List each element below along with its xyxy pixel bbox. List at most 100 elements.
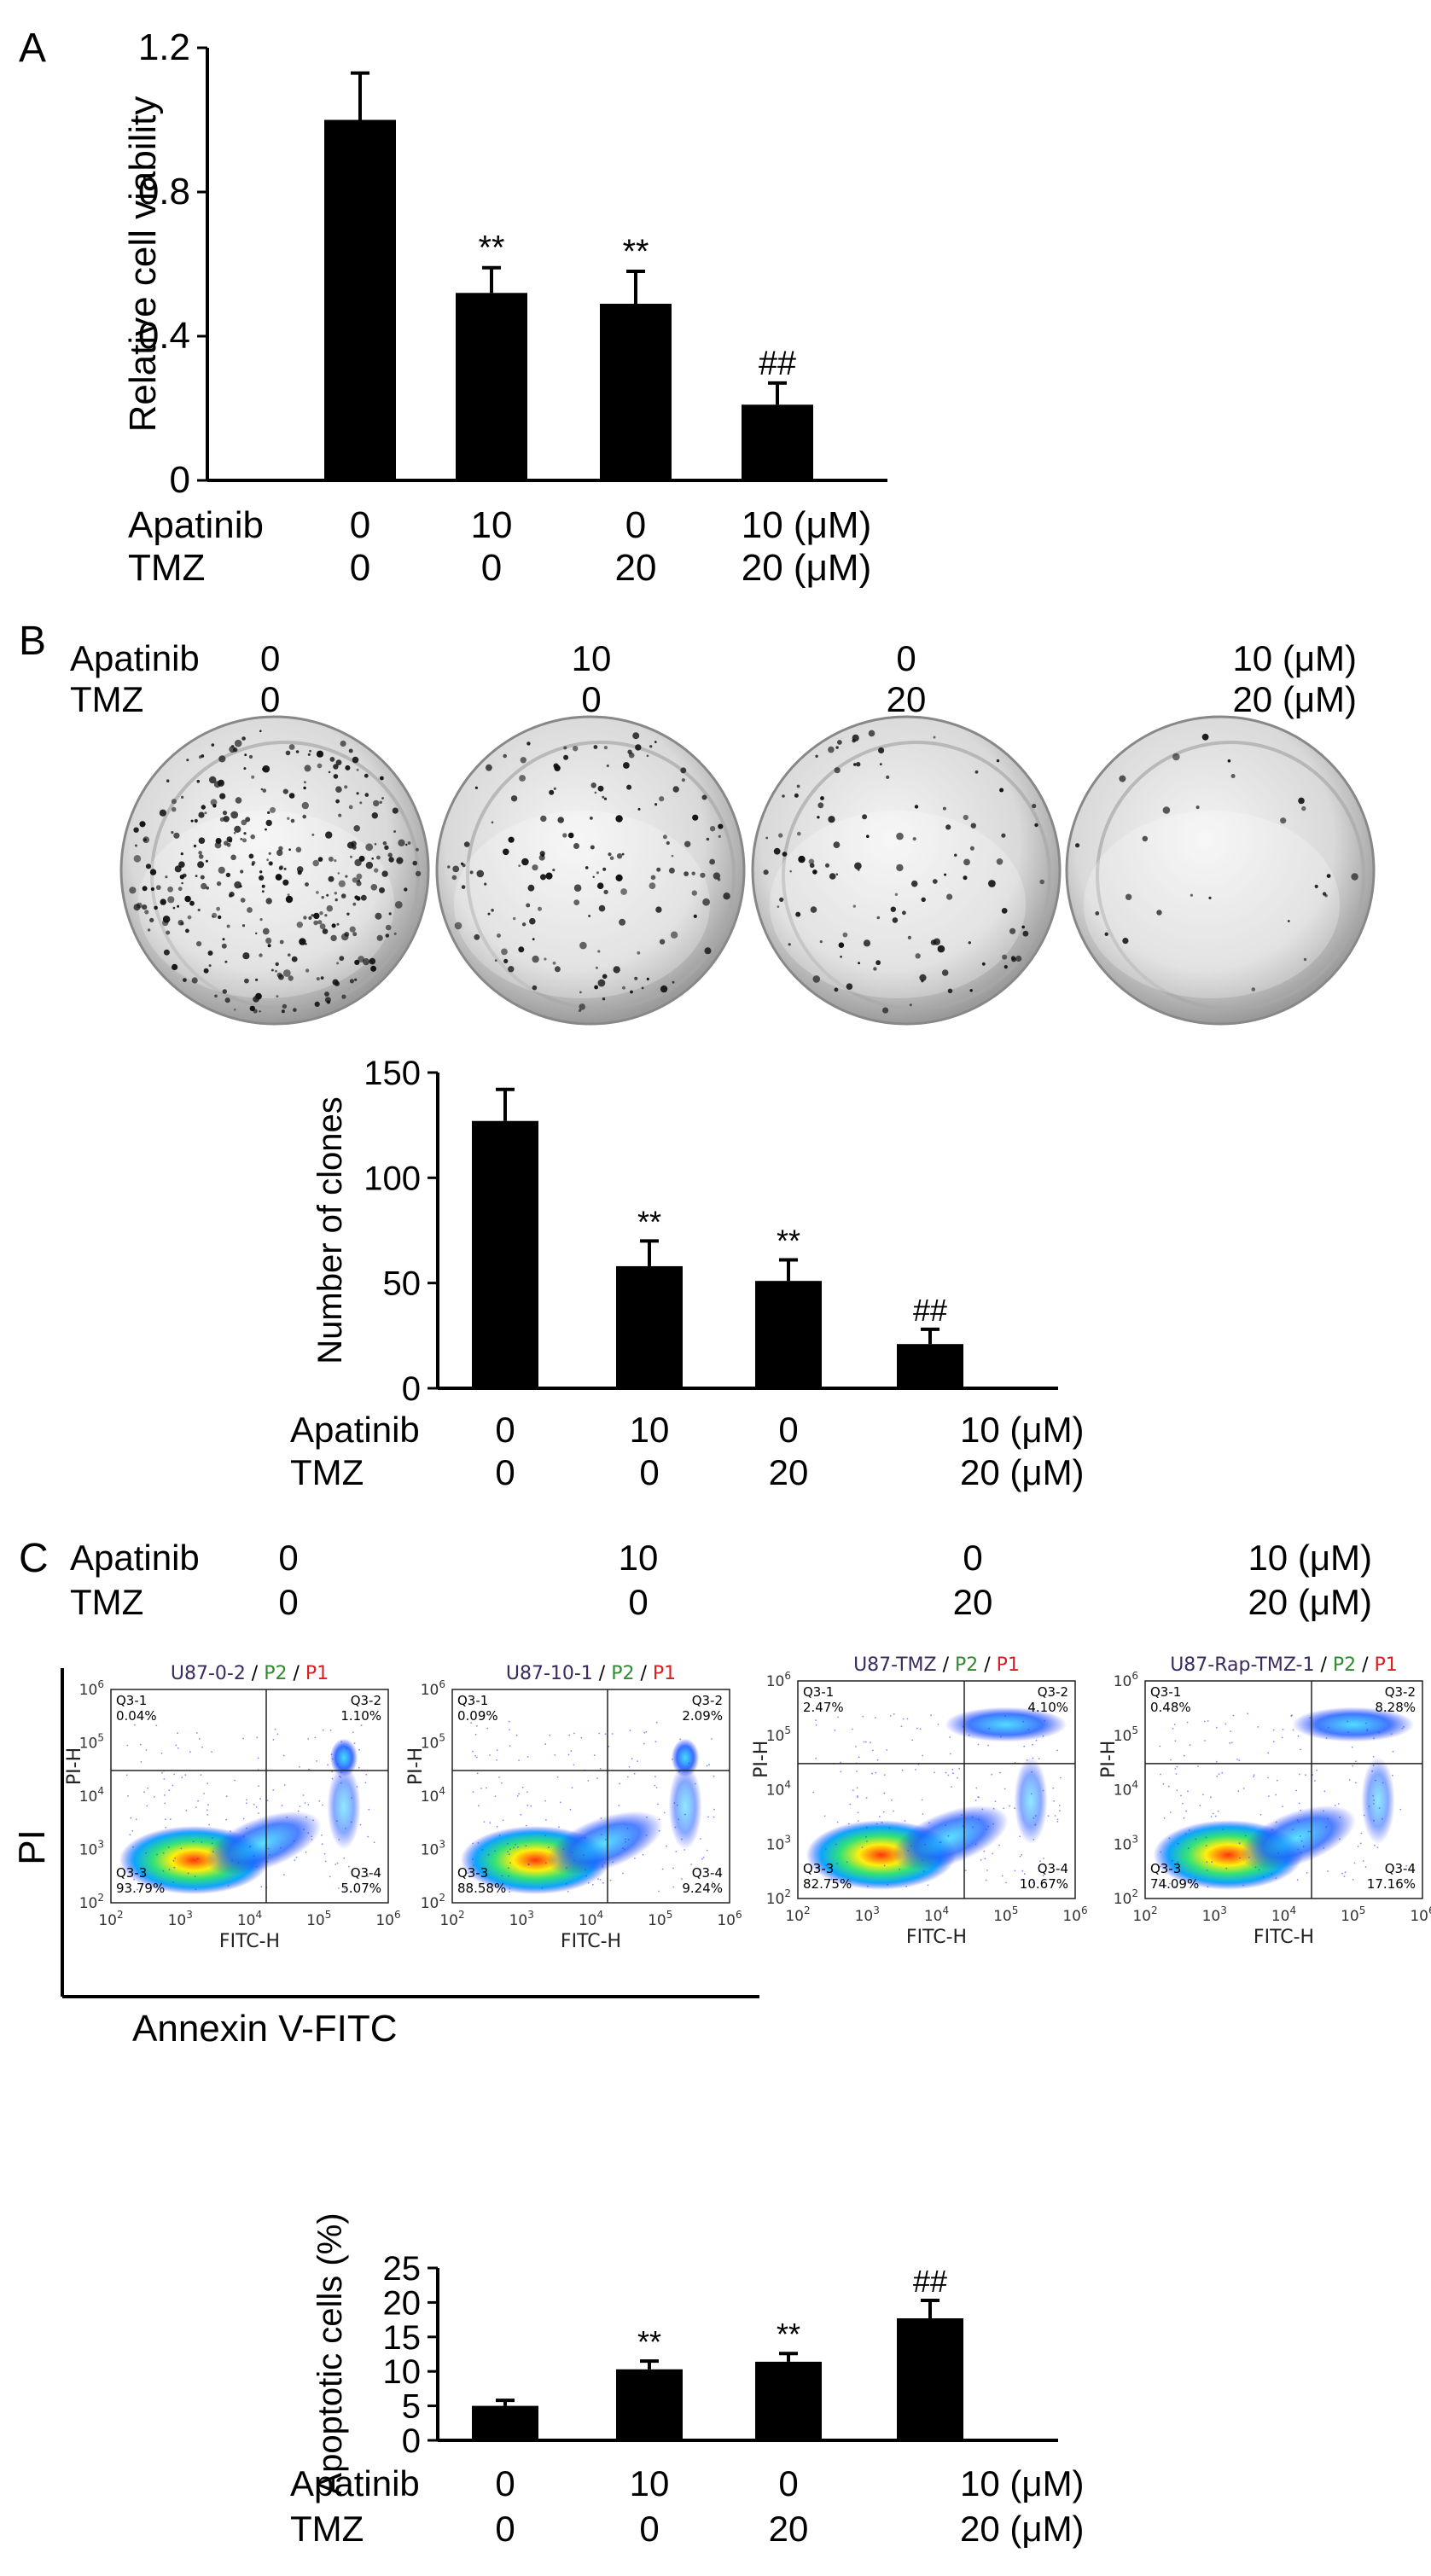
colony-dot xyxy=(190,819,194,823)
y-tick-label: 25 xyxy=(383,2250,422,2288)
event-dot xyxy=(364,1782,367,1784)
event-dot xyxy=(1271,1873,1273,1875)
a-apatinib-label: Apatinib xyxy=(128,504,264,546)
event-dot xyxy=(1167,1785,1170,1788)
x-tick-exp: 6 xyxy=(1428,1904,1431,1916)
event-dot xyxy=(230,1830,231,1833)
event-dot xyxy=(1217,1810,1219,1812)
event-dot xyxy=(879,1816,881,1817)
quadrant-q4-name: Q3-4 xyxy=(1385,1861,1416,1876)
event-dot xyxy=(658,1818,660,1821)
event-dot xyxy=(1378,1807,1381,1809)
colony-dot xyxy=(527,884,535,892)
event-dot xyxy=(177,1747,179,1749)
colony-dot xyxy=(846,983,853,990)
event-dot xyxy=(1053,1800,1055,1802)
colony-dot xyxy=(265,898,272,904)
colony-dot xyxy=(184,895,191,903)
event-dot xyxy=(706,1849,708,1852)
y-tick-label: 106 xyxy=(79,1678,104,1699)
x-tick-base: 10 xyxy=(1202,1908,1221,1925)
event-dot xyxy=(1177,1861,1179,1864)
event-dot xyxy=(1214,1815,1217,1817)
colony-dot xyxy=(295,750,300,753)
event-dot xyxy=(1206,1861,1208,1864)
event-dot xyxy=(356,1786,358,1788)
colony-dot xyxy=(356,768,359,771)
event-dot xyxy=(489,1822,492,1824)
population-column xyxy=(1014,1757,1048,1845)
event-dot xyxy=(255,1806,258,1808)
colony-dot xyxy=(1251,987,1256,991)
colony-dot xyxy=(336,922,340,926)
event-dot xyxy=(1019,1835,1021,1838)
c-tmz-value: 20 xyxy=(769,2509,809,2549)
x-tick-label: 105 xyxy=(648,1909,672,1929)
event-dot xyxy=(587,1780,590,1782)
event-dot xyxy=(1238,1759,1241,1762)
colony-dot xyxy=(370,965,377,972)
colony-dot xyxy=(567,832,574,839)
colony-dot xyxy=(241,819,247,826)
event-dot xyxy=(930,1714,932,1717)
colony-dot xyxy=(234,825,241,834)
colony-dot xyxy=(1280,817,1287,824)
event-dot xyxy=(373,1841,375,1844)
colony-dot xyxy=(380,776,384,781)
y-tick-exp: 4 xyxy=(784,1779,791,1791)
colony-dot xyxy=(307,753,311,756)
flow-y-axis-label: PI xyxy=(11,1829,53,1865)
colony-dot xyxy=(200,875,205,880)
colony-dot xyxy=(296,866,304,873)
event-dot xyxy=(544,1800,546,1802)
event-dot xyxy=(1042,1789,1044,1792)
event-dot xyxy=(567,1753,570,1756)
y-tick-exp: 5 xyxy=(1131,1724,1138,1736)
event-dot xyxy=(1366,1730,1369,1732)
colony-dot xyxy=(1314,884,1318,888)
colony-dot xyxy=(626,784,632,790)
event-dot xyxy=(928,1822,930,1824)
colony-dot xyxy=(672,786,679,793)
colony-dot xyxy=(262,927,270,935)
colony-dot xyxy=(649,745,653,748)
event-dot xyxy=(1174,1768,1177,1770)
colony-dot xyxy=(357,879,361,882)
event-dot xyxy=(515,1734,518,1736)
x-tick-exp: 5 xyxy=(666,1909,673,1921)
plot-gate-p1: P1 xyxy=(305,1663,329,1684)
c-apatinib-label: Apatinib xyxy=(290,2463,420,2503)
event-dot xyxy=(1281,1736,1283,1739)
event-dot xyxy=(494,1850,496,1852)
colony-dot xyxy=(287,817,290,820)
event-dot xyxy=(258,1785,259,1788)
colony-dot xyxy=(518,864,521,867)
event-dot xyxy=(1277,1852,1279,1854)
event-dot xyxy=(1268,1795,1270,1797)
colony-dot xyxy=(135,844,137,847)
event-dot xyxy=(486,1727,489,1730)
colony-dot xyxy=(1034,823,1038,828)
y-tick-base: 10 xyxy=(79,1842,98,1859)
event-dot xyxy=(611,1733,614,1735)
colony-dot xyxy=(852,734,859,741)
y-tick-label: 105 xyxy=(421,1732,445,1753)
x-tick-base: 10 xyxy=(855,1908,874,1925)
event-dot xyxy=(836,1863,838,1864)
colony-dot xyxy=(573,746,579,752)
event-dot xyxy=(937,1724,939,1725)
colony-dot xyxy=(1172,753,1180,761)
colony-dot xyxy=(354,978,358,981)
event-dot xyxy=(1205,1845,1207,1846)
population-tail xyxy=(1239,1805,1356,1870)
y-tick-base: 10 xyxy=(421,1895,439,1912)
event-dot xyxy=(526,1804,529,1806)
colony-dot xyxy=(354,959,360,965)
colony-dish xyxy=(435,715,746,1026)
b-top-tmz-value: 0 xyxy=(260,679,280,719)
colony-dot xyxy=(782,852,788,857)
event-dot xyxy=(256,1736,259,1739)
c-apatinib-value: 0 xyxy=(495,2463,515,2503)
colony-dot xyxy=(820,796,824,800)
x-tick-label: 102 xyxy=(98,1909,123,1929)
